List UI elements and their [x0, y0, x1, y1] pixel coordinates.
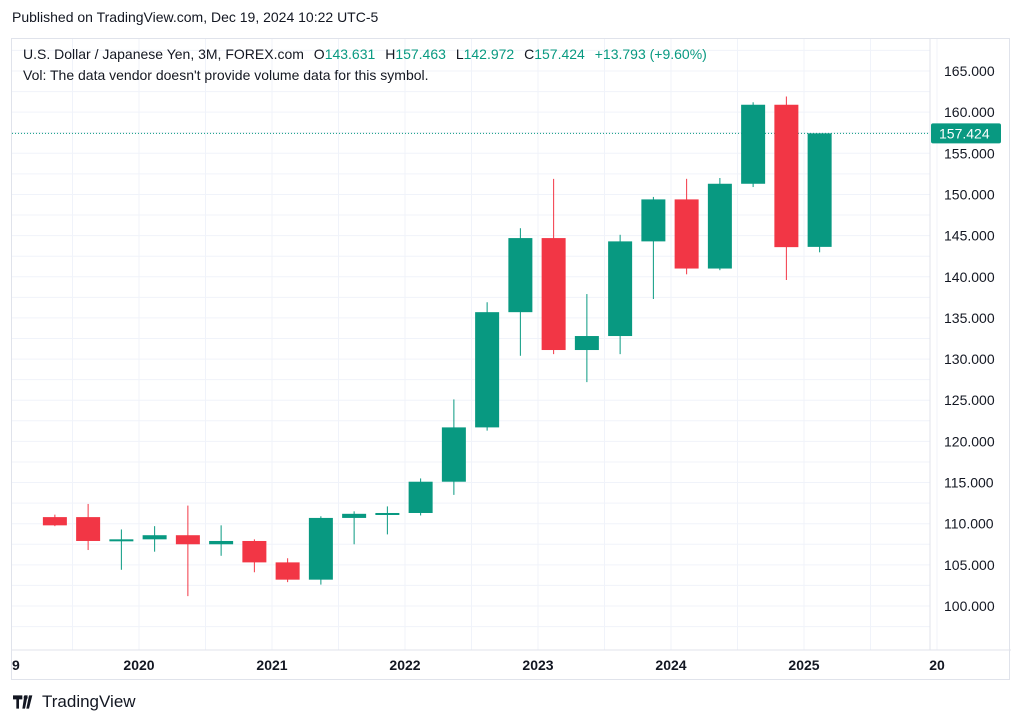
- brand-name: TradingView: [42, 692, 136, 711]
- low-value: 142.972: [463, 46, 515, 62]
- x-tick-label: 2022: [389, 657, 420, 673]
- close-value: 157.424: [534, 46, 585, 62]
- x-tick-label: 9: [12, 657, 20, 673]
- candle-body: [408, 481, 433, 513]
- candle-body: [641, 199, 666, 242]
- x-tick-label: 20: [929, 657, 945, 673]
- candles: [42, 96, 832, 597]
- candle: [175, 505, 200, 597]
- open-value: 143.631: [324, 46, 376, 62]
- candle: [741, 102, 766, 188]
- y-tick-label: 145.000: [944, 228, 995, 244]
- candle-body: [441, 427, 466, 482]
- last-price-tag-bg: [931, 123, 1001, 144]
- high-value: 157.463: [395, 46, 446, 62]
- y-axis: 100.000 105.000 110.000 115.000 120.000 125.0…: [931, 63, 1001, 614]
- candle-body: [375, 512, 400, 515]
- candle: [807, 133, 832, 253]
- x-tick-label: 2025: [788, 657, 819, 673]
- y-tick-label: 100.000: [944, 598, 995, 614]
- candle-body: [275, 562, 300, 580]
- candle: [674, 178, 699, 275]
- candle: [641, 196, 666, 299]
- y-tick-label: 135.000: [944, 310, 995, 326]
- candle: [508, 228, 533, 356]
- grid-lines: [12, 39, 1011, 651]
- candle: [774, 96, 799, 281]
- candle-body: [541, 238, 566, 351]
- candle: [475, 302, 500, 431]
- candle-body: [242, 540, 267, 563]
- x-tick-label: 2023: [522, 657, 553, 673]
- candle: [342, 511, 367, 545]
- candle-body: [707, 183, 732, 269]
- candle: [209, 525, 234, 556]
- candle: [574, 294, 599, 383]
- y-tick-label: 150.000: [944, 186, 995, 202]
- candle-body: [774, 104, 799, 248]
- chart-area[interactable]: 100.000 105.000 110.000 115.000 120.000 125.0…: [11, 38, 1011, 681]
- candle: [308, 516, 333, 585]
- y-tick-label: 120.000: [944, 433, 995, 449]
- y-tick-label: 160.000: [944, 104, 995, 120]
- change-value: +13.793 (+9.60%): [594, 46, 707, 62]
- tradingview-logo-icon: [13, 695, 33, 709]
- candle-body: [508, 238, 533, 313]
- candle-body: [741, 104, 766, 184]
- candle-body: [42, 517, 67, 526]
- candle-body: [342, 513, 367, 518]
- high-label: H: [385, 46, 396, 62]
- y-tick-label: 125.000: [944, 392, 995, 408]
- candle: [109, 529, 134, 570]
- close-label: C: [524, 46, 535, 62]
- x-axis: 9 2020 2021 2022 2023 2024 2025 20: [12, 657, 945, 673]
- candle: [408, 478, 433, 516]
- candle-body: [209, 540, 234, 545]
- candle: [608, 234, 633, 355]
- symbol-title: U.S. Dollar / Japanese Yen, 3M, FOREX.co…: [23, 46, 304, 62]
- candle: [275, 558, 300, 583]
- open-label: O: [313, 46, 325, 62]
- y-tick-label: 115.000: [944, 475, 994, 491]
- candle: [76, 503, 101, 551]
- candle-body: [308, 517, 333, 580]
- candle-body: [608, 241, 633, 337]
- candlestick-chart[interactable]: 100.000 105.000 110.000 115.000 120.000 125.0…: [12, 39, 1011, 681]
- ohlc-row: U.S. Dollar / Japanese Yen, 3M, FOREX.co…: [23, 44, 707, 65]
- candle: [541, 178, 566, 355]
- y-tick-label: 155.000: [944, 145, 995, 161]
- candle-body: [674, 199, 699, 269]
- chart-legend: U.S. Dollar / Japanese Yen, 3M, FOREX.co…: [23, 44, 707, 86]
- last-price-tag: 157.424: [931, 123, 1001, 144]
- candle-body: [574, 336, 599, 351]
- candle: [441, 399, 466, 495]
- y-tick-label: 130.000: [944, 351, 995, 367]
- candle: [375, 506, 400, 535]
- candle: [707, 178, 732, 271]
- x-tick-label: 2020: [123, 657, 154, 673]
- low-label: L: [455, 46, 464, 62]
- published-info: Published on TradingView.com, Dec 19, 20…: [12, 9, 379, 25]
- x-tick-label: 2021: [256, 657, 287, 673]
- y-tick-label: 165.000: [944, 63, 995, 79]
- y-tick-label: 105.000: [944, 557, 995, 573]
- candle: [142, 526, 167, 552]
- last-price-tag-label: 157.424: [939, 125, 990, 141]
- candle-body: [109, 539, 134, 542]
- x-tick-label: 2024: [655, 657, 686, 673]
- candle-body: [475, 312, 500, 428]
- y-tick-label: 110.000: [944, 516, 994, 532]
- y-tick-label: 140.000: [944, 269, 995, 285]
- candle-body: [175, 535, 200, 545]
- volume-note: Vol: The data vendor doesn't provide vol…: [23, 67, 429, 83]
- candle: [242, 539, 267, 573]
- brand-footer[interactable]: TradingView: [13, 692, 136, 712]
- candle-body: [807, 133, 832, 247]
- candle-body: [76, 517, 101, 541]
- candle: [42, 514, 67, 527]
- candle-body: [142, 535, 167, 540]
